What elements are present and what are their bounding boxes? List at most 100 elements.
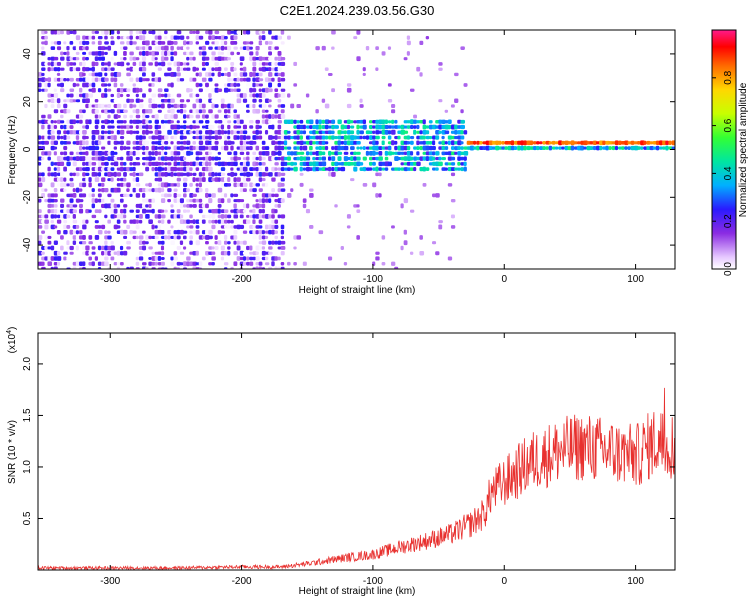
- spectrogram-cell: [261, 246, 266, 250]
- spectrogram-cell: [246, 30, 251, 35]
- spectrogram-cell: [296, 140, 301, 145]
- spectrogram-cell: [82, 172, 86, 177]
- spectrogram-cell: [69, 41, 74, 45]
- spectrogram-cell: [85, 135, 89, 140]
- spectrogram-cell: [113, 161, 119, 167]
- spectrogram-cell: [539, 141, 543, 145]
- y-tick-label: 0.5: [22, 511, 33, 525]
- spectrogram-cell: [406, 150, 411, 156]
- spectrogram-cell: [252, 214, 257, 219]
- spectrogram-cell: [309, 224, 314, 229]
- spectrogram-cell: [227, 246, 231, 250]
- spectrogram-cell: [192, 130, 196, 134]
- spectrogram-cell: [85, 77, 90, 83]
- spectrogram-cell: [495, 145, 500, 151]
- spectrogram-cell: [63, 220, 68, 224]
- spectrogram-cell: [302, 124, 306, 130]
- spectrogram-cell: [277, 140, 282, 145]
- spectrogram-cell: [179, 240, 184, 245]
- spectrogram-cell: [195, 146, 200, 151]
- spectrogram-cell: [340, 245, 344, 250]
- spectrogram-cell: [50, 198, 55, 203]
- spectrogram-cell: [182, 166, 188, 172]
- spectrogram-cell: [416, 156, 420, 161]
- spectrogram-cell: [359, 98, 363, 103]
- spectrogram-cell: [173, 198, 178, 203]
- spectrogram-cell: [132, 83, 136, 87]
- spectrogram-cell: [123, 250, 128, 256]
- spectrogram-cell: [135, 87, 140, 93]
- spectrogram-cell: [94, 220, 99, 224]
- spectrogram-cell: [192, 56, 196, 61]
- spectrogram-cell: [104, 130, 108, 134]
- spectrogram-cell: [258, 214, 263, 219]
- spectrogram-cell: [214, 129, 219, 135]
- spectrogram-cell: [274, 224, 279, 229]
- spectrogram-cell: [302, 130, 307, 135]
- spectrogram-cell: [558, 146, 563, 150]
- spectrogram-cell: [164, 209, 168, 213]
- spectrogram-cell: [315, 150, 320, 156]
- spectrogram-cell: [41, 124, 45, 130]
- spectrogram-cell: [189, 145, 194, 151]
- spectrogram-cell: [387, 130, 392, 135]
- spectrogram-cell: [173, 166, 178, 172]
- spectrogram-cell: [195, 183, 199, 187]
- spectrogram-cell: [205, 30, 209, 35]
- spectrogram-cell: [179, 125, 184, 129]
- spectrogram-cell: [66, 240, 70, 246]
- spectrogram-cell: [293, 61, 298, 67]
- spectrogram-cell: [264, 224, 269, 230]
- spectrogram-cell: [145, 140, 150, 145]
- spectrogram-cell: [441, 119, 446, 124]
- spectrogram-cell: [488, 140, 494, 146]
- spectrogram-cell: [283, 161, 288, 166]
- spectrogram-cell: [94, 177, 100, 183]
- spectrogram-cell: [195, 72, 199, 77]
- spectrogram-cell: [104, 172, 109, 177]
- spectrogram-cell: [274, 167, 278, 171]
- spectrogram-cell: [387, 145, 392, 151]
- spectrogram-cell: [479, 141, 483, 145]
- spectrogram-cell: [119, 262, 124, 266]
- spectrogram-cell: [220, 124, 225, 130]
- spectrogram-cell: [72, 141, 77, 145]
- spectrogram-cell: [138, 230, 144, 235]
- spectrogram-cell: [375, 256, 380, 261]
- colorbar: 0.00.20.40.60.8 Normalized spectral ampl…: [711, 29, 749, 276]
- spectrogram-cell: [60, 245, 64, 251]
- spectrogram-cell: [157, 240, 162, 245]
- spectrogram-cell: [214, 140, 219, 145]
- spectrogram-cell: [268, 266, 273, 269]
- spectrogram-cell: [397, 167, 401, 171]
- spectrogram-cell: [75, 51, 80, 55]
- spectrogram-cell: [182, 151, 187, 156]
- spectrogram-cell: [567, 141, 572, 145]
- spectrogram-cell: [135, 151, 140, 156]
- spectrogram-cell: [649, 145, 654, 151]
- spectrogram-cell: [242, 203, 247, 209]
- spectrogram-cell: [239, 56, 245, 61]
- spectrogram-cell: [636, 140, 641, 145]
- spectrogram-cell: [356, 151, 361, 155]
- spectrogram-cell: [233, 161, 238, 167]
- spectrogram-cell: [44, 140, 49, 145]
- spectrogram-cell: [119, 136, 125, 140]
- spectrogram-cell: [135, 35, 140, 40]
- spectrogram-cell: [53, 193, 58, 198]
- spectrogram-cell: [135, 188, 139, 193]
- spectrogram-cell: [66, 214, 71, 219]
- spectrogram-cell: [564, 145, 569, 151]
- spectrogram-cell: [192, 261, 197, 266]
- spectrogram-cell: [318, 161, 323, 167]
- spectrogram-cell: [170, 230, 175, 234]
- spectrogram-cell: [223, 83, 228, 87]
- spectrogram-cell: [655, 140, 660, 146]
- spectrogram-cell: [287, 151, 291, 156]
- spectrogram-cell: [63, 209, 68, 213]
- spectrogram-cell: [214, 61, 219, 66]
- spectrogram-cell: [356, 56, 361, 62]
- spectrogram-cell: [53, 88, 57, 93]
- spectrogram-cell: [123, 214, 127, 219]
- spectrogram-cell: [239, 162, 244, 166]
